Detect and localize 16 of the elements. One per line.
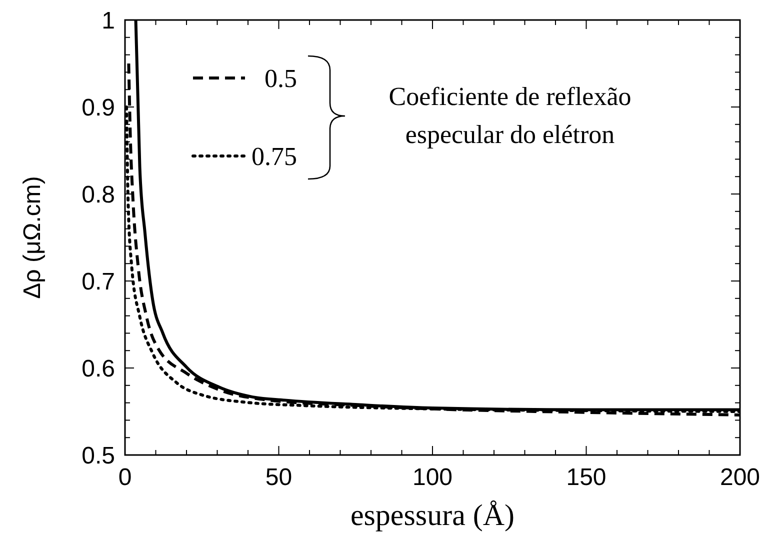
y-tick-label: 0.6 <box>82 355 115 382</box>
x-tick-label: 100 <box>412 464 453 491</box>
legend-label: 0.5 <box>264 64 297 94</box>
x-tick-label: 50 <box>265 464 292 491</box>
x-tick-label: 0 <box>118 464 132 491</box>
y-tick-label: 0.7 <box>82 268 115 296</box>
x-tick-label: 150 <box>566 464 606 491</box>
y-tick-label: 0.9 <box>82 94 115 122</box>
legend-label: 0.75 <box>252 142 297 172</box>
x-axis-title: espessura (Å) <box>350 499 515 532</box>
y-tick-label: 0.5 <box>82 442 115 470</box>
y-tick-label: 1 <box>102 7 115 34</box>
y-axis-title: Δρ (μΩ.cm) <box>19 176 46 299</box>
y-tick-label: 0.8 <box>82 181 115 208</box>
legend-title: Coeficiente de reflexão especular do elétron <box>388 82 632 149</box>
x-tick-label: 200 <box>720 464 760 491</box>
